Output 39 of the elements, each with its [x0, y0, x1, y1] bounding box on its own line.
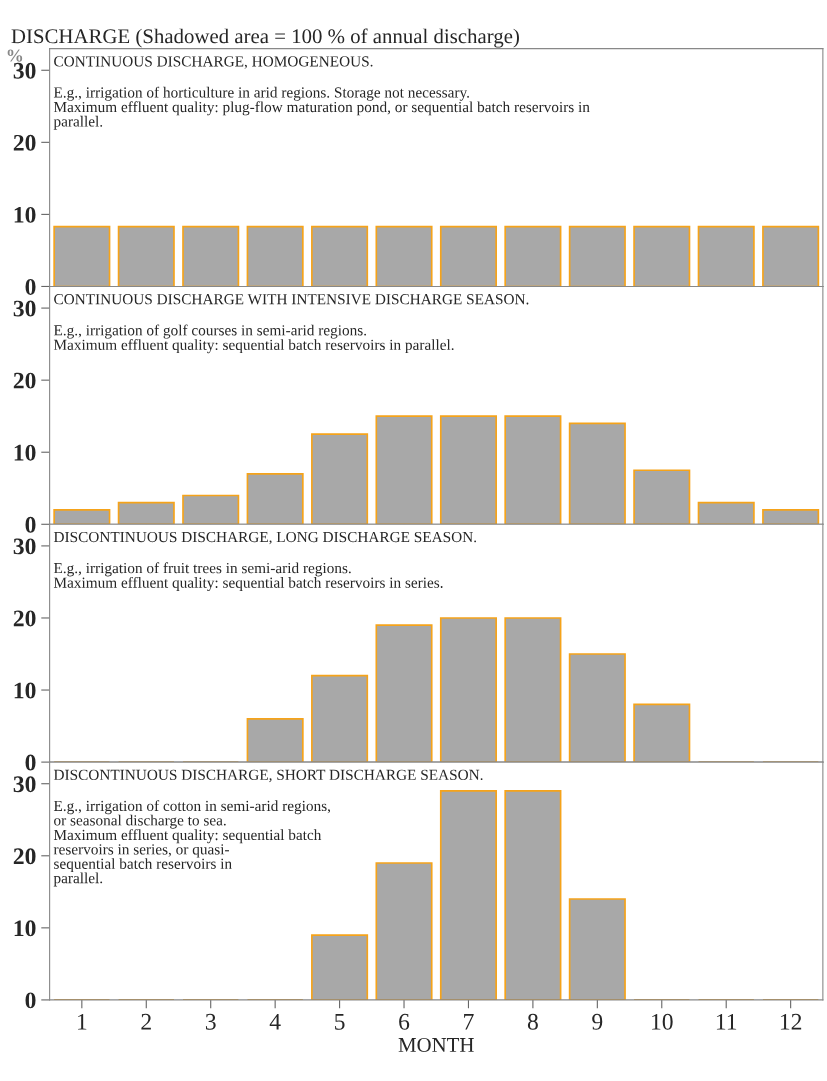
y-tick-label: 30: [13, 300, 36, 317]
x-tick-label: 9: [592, 1013, 603, 1030]
y-tick-label: 30: [13, 62, 36, 79]
y-tick-label: 0: [25, 992, 36, 1009]
x-tick-label: 8: [527, 1013, 538, 1030]
y-tick-label: 10: [14, 920, 36, 937]
chart-subtitle: DISCONTINUOUS DISCHARGE, SHORT DISCHARGE SEASON.: [53, 769, 483, 783]
y-tick-label: 10: [14, 206, 36, 223]
y-tick-label: 10: [14, 682, 36, 699]
y-tick-label: 0: [25, 516, 36, 533]
y-tick-label: 20: [13, 372, 36, 389]
chart-title: DISCHARGE (Shadowed area = 100 % of annual discharge): [11, 28, 519, 48]
annotation: E.g., irrigation of fruit trees in semi-arid regions. Maximum effluent quality: sequential batch reservoirs in series.: [53, 562, 443, 591]
y-tick-label: 20: [13, 848, 36, 865]
annotation: E.g., irrigation of horticulture in arid regions. Storage not necessary. Maximum effluent quality: plug-flow maturation pond, or sequential batch reservoirs in parallel.: [53, 86, 590, 130]
x-tick-label: 11: [716, 1013, 737, 1030]
y-tick-label: 20: [13, 134, 36, 151]
x-tick-label: 4: [269, 1013, 281, 1030]
annotation: E.g., irrigation of golf courses in semi-arid regions. Maximum effluent quality: sequential batch reservoirs in parallel.: [53, 324, 454, 354]
x-tick-label: 5: [335, 1014, 345, 1030]
chart-subtitle: CONTINUOUS DISCHARGE, HOMOGENEOUS.: [54, 56, 373, 69]
x-tick-label: 6: [399, 1013, 410, 1030]
annotation: E.g., irrigation of cotton in semi-arid regions, or seasonal discharge to sea. Maximum effluent quality: sequential batch reservoirs in series, or quasi- sequential batch reservoirs in parallel.: [53, 800, 331, 887]
x-tick-label: 3: [205, 1013, 216, 1030]
y-tick-label: 20: [13, 610, 36, 627]
x-tick-label: 12: [780, 1013, 802, 1030]
x-tick-label: 1: [78, 1013, 87, 1030]
chart-subtitle: DISCONTINUOUS DISCHARGE, LONG DISCHARGE SEASON.: [53, 531, 477, 545]
x-axis-title: MONTH: [398, 1037, 474, 1052]
y-axis-title: %: [7, 49, 23, 62]
y-tick-label: 10: [14, 444, 36, 461]
x-tick-label: 10: [652, 1013, 673, 1030]
y-tick-label: 0: [25, 754, 36, 771]
y-tick-label: 30: [13, 776, 36, 793]
x-tick-label: 2: [141, 1013, 151, 1030]
y-tick-label: 30: [13, 538, 36, 555]
x-tick-label: 7: [464, 1014, 474, 1030]
y-tick-label: 0: [25, 278, 36, 295]
chart-subtitle: CONTINUOUS DISCHARGE WITH INTENSIVE DISCHARGE SEASON.: [54, 294, 529, 305]
